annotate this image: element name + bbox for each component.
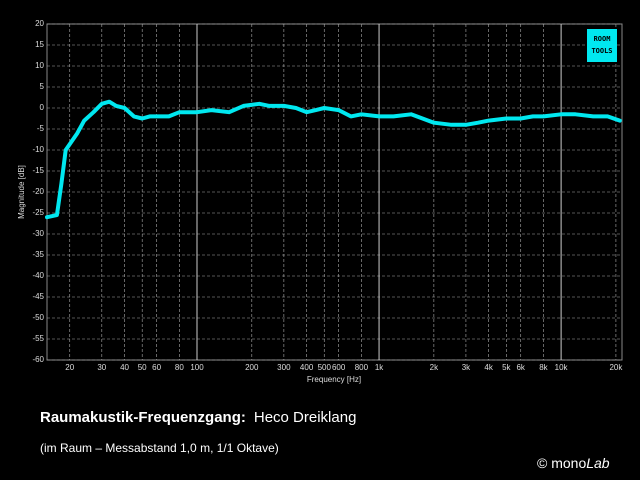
y-tick-label: -20 [32, 187, 44, 196]
x-tick-label: 4k [484, 363, 493, 372]
x-tick-label: 1k [375, 363, 384, 372]
x-tick-label: 300 [277, 363, 291, 372]
y-tick-label: 0 [40, 103, 45, 112]
x-axis-label: Frequency [Hz] [307, 375, 361, 384]
x-tick-label: 20 [65, 363, 74, 372]
x-tick-label: 500 [318, 363, 332, 372]
y-tick-label: 15 [35, 40, 44, 49]
y-tick-label: 20 [35, 19, 44, 28]
credit: © monoLab [537, 455, 610, 471]
data-line [45, 99, 622, 220]
y-tick-label: 5 [40, 82, 45, 91]
y-tick-label: -50 [32, 313, 44, 322]
subtitle: Heco Dreiklang [254, 409, 357, 426]
y-tick-label: -40 [32, 271, 44, 280]
x-tick-label: 20k [609, 363, 623, 372]
title-text: Raumakustik-Frequenzgang: [40, 409, 246, 426]
y-tick-label: -25 [32, 208, 44, 217]
x-tick-label: 200 [245, 363, 259, 372]
x-tick-label: 600 [332, 363, 346, 372]
x-tick-label: 2k [430, 363, 439, 372]
x-tick-label: 40 [120, 363, 129, 372]
x-tick-label: 100 [190, 363, 204, 372]
credit-text: © mono [537, 455, 586, 471]
y-tick-label: -55 [32, 334, 44, 343]
x-tick-label: 30 [97, 363, 106, 372]
y-tick-label: 10 [35, 61, 44, 70]
x-tick-label: 50 [138, 363, 147, 372]
lines [45, 99, 622, 220]
y-tick-label: -60 [32, 355, 44, 364]
x-tick-label: 80 [175, 363, 184, 372]
x-tick-label: 800 [355, 363, 369, 372]
y-tick-label: -45 [32, 292, 44, 301]
y-tick-label: -5 [37, 124, 45, 133]
y-tick-label: -10 [32, 145, 44, 154]
x-tick-label: 60 [152, 363, 161, 372]
ticks: 20151050-5-10-15-20-25-30-35-40-45-50-55… [32, 19, 623, 372]
x-tick-label: 3k [462, 363, 471, 372]
x-tick-label: 5k [502, 363, 511, 372]
x-tick-label: 6k [516, 363, 525, 372]
y-tick-label: -35 [32, 250, 44, 259]
x-tick-label: 10k [555, 363, 569, 372]
y-axis-label: Magnitude [dB] [17, 165, 26, 219]
x-tick-label: 8k [539, 363, 548, 372]
logo-box [587, 29, 617, 62]
y-tick-label: -30 [32, 229, 44, 238]
y-tick-label: -15 [32, 166, 44, 175]
title: Raumakustik-Frequenzgang: Heco Dreiklang [40, 409, 356, 426]
note: (im Raum – Messabstand 1,0 m, 1/1 Oktave… [40, 441, 279, 455]
logo-text: TOOLS [591, 47, 612, 55]
credit-brand: Lab [586, 455, 610, 471]
grid [47, 23, 622, 361]
x-tick-label: 400 [300, 363, 314, 372]
logo-text: ROOM [594, 35, 611, 43]
